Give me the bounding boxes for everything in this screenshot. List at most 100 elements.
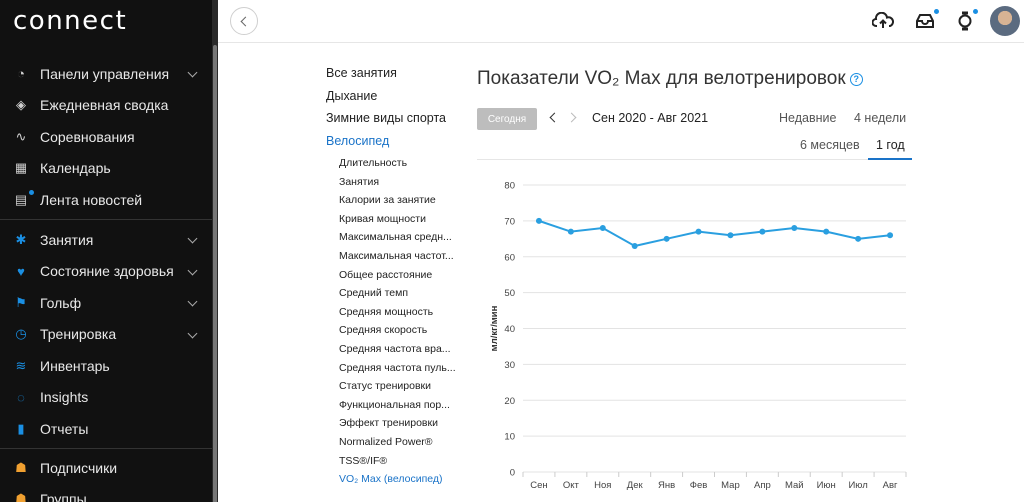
golf-icon: ⚑: [15, 294, 27, 310]
sidebar-item[interactable]: ☗ Подписчики: [0, 452, 212, 484]
sidebar-item[interactable]: ≋ Инвентарь: [0, 350, 212, 382]
sidebar-item[interactable]: ✱ Занятия: [0, 224, 212, 256]
subnav-category[interactable]: Дыхание: [326, 88, 378, 103]
subnav-subitem[interactable]: Занятия: [339, 175, 380, 188]
followers-icon: ☗: [15, 459, 27, 475]
y-tick-label: 80: [504, 181, 515, 192]
subnav-subitem[interactable]: Средняя частота вра...: [339, 342, 451, 355]
top-bar: [218, 0, 1024, 43]
sidebar-item-label: Гольф: [40, 294, 82, 311]
layers-icon: ◈: [16, 97, 26, 113]
help-icon[interactable]: ?: [849, 72, 863, 86]
subnav-subitem[interactable]: Общее расстояние: [339, 268, 433, 281]
x-tick-label: Янв: [658, 480, 675, 491]
data-point: [535, 217, 542, 224]
upload-cloud-icon[interactable]: [872, 10, 894, 32]
subnav-subitem[interactable]: Длительность: [339, 157, 408, 169]
prev-period-icon[interactable]: [549, 112, 560, 123]
sidebar-item-label: Соревнования: [40, 128, 135, 145]
subnav-subitem[interactable]: Максимальная частот...: [339, 249, 454, 262]
sidebar-item[interactable]: ⚑ Гольф: [0, 287, 212, 319]
subnav-subitem[interactable]: TSS®/IF®: [339, 454, 388, 467]
sidebar-item[interactable]: ☗ Группы: [0, 484, 212, 502]
x-tick-label: Май: [785, 480, 804, 491]
back-button[interactable]: [230, 7, 258, 35]
chevron-down-icon[interactable]: [187, 328, 198, 338]
sidebar-item[interactable]: ◷ Тренировка: [0, 319, 212, 351]
report-subnav: Все занятия Дыхание Зимние виды спорта Вело…: [326, 62, 466, 489]
period-4-weeks[interactable]: 4 недели: [854, 111, 907, 125]
sidebar-item-label: Панели управления: [40, 65, 170, 82]
x-tick-label: Мар: [721, 480, 740, 491]
x-tick-label: Дек: [627, 480, 644, 491]
sidebar-item[interactable]: ▦ Календарь: [0, 153, 212, 185]
sidebar-scrollbar-thumb[interactable]: [213, 45, 217, 502]
today-button[interactable]: Сегодня: [477, 108, 537, 130]
subnav-subitem[interactable]: Средняя скорость: [339, 324, 428, 337]
sidebar-item-label: Insights: [40, 389, 89, 406]
sidebar-item-label: Ежедневная сводка: [40, 97, 169, 114]
sidebar-item-label: Лента новостей: [40, 191, 143, 208]
y-axis-label: мл/кг/мин: [489, 305, 500, 351]
subnav-subitem[interactable]: Средняя мощность: [339, 305, 434, 318]
page-title-text: Показатели VO₂ Max для велотренировок: [477, 68, 846, 89]
dashboard-icon: ◔: [17, 66, 25, 82]
chevron-down-icon[interactable]: [187, 296, 198, 307]
watch-icon[interactable]: [954, 10, 976, 32]
newsfeed-notification-dot: [29, 190, 34, 195]
chevron-down-icon[interactable]: [187, 265, 198, 275]
sidebar-item[interactable]: ∿ Соревнования: [0, 121, 212, 153]
sidebar-item[interactable]: ◈ Ежедневная сводка: [0, 90, 212, 122]
sidebar-divider: [0, 219, 212, 220]
sidebar-divider: [0, 448, 212, 449]
calendar-icon: ▦: [14, 160, 28, 176]
subnav-subitem[interactable]: Функциональная пор...: [339, 398, 450, 411]
subnav-subitem[interactable]: Максимальная средн...: [339, 231, 452, 244]
x-tick-label: Ноя: [594, 480, 611, 491]
subnav-subitem[interactable]: Средняя частота пуль...: [339, 361, 456, 374]
vo2max-line-chart: 0 10 20 30 40 50 60 70 80 Сен Окт Ноя Дек Янв Фев Мар Ап…: [489, 181, 907, 491]
data-point: [727, 232, 734, 239]
user-avatar[interactable]: [990, 6, 1020, 36]
inbox-icon[interactable]: [914, 10, 936, 32]
y-tick-label: 0: [510, 468, 515, 479]
x-tick-label: Июл: [848, 480, 867, 491]
period-recent[interactable]: Недавние: [779, 111, 837, 125]
connect-logo[interactable]: connect: [13, 6, 128, 36]
data-point: [567, 228, 574, 235]
data-point: [855, 235, 862, 242]
subnav-subitem[interactable]: Эффект тренировки: [339, 417, 438, 430]
sidebar-item-label: Подписчики: [40, 459, 118, 476]
sidebar-item-label: Календарь: [40, 160, 111, 177]
shoe-icon: ≋: [15, 357, 27, 373]
sidebar-item[interactable]: ◔ Панели управления: [0, 58, 212, 90]
sidebar-item[interactable]: ▤ Лента новостей: [0, 184, 212, 216]
subnav-subitem[interactable]: Калории за занятие: [339, 194, 436, 207]
subnav-category[interactable]: Зимние виды спорта: [326, 111, 446, 125]
x-tick-label: Сен: [530, 480, 547, 491]
active-period-underline: [868, 158, 912, 160]
data-point: [791, 225, 798, 232]
sidebar-item[interactable]: ♥ Состояние здоровья: [0, 256, 212, 288]
subnav-category[interactable]: Все занятия: [326, 66, 397, 80]
sidebar-item[interactable]: ◌ Insights: [0, 382, 212, 414]
data-point: [599, 225, 606, 232]
x-tick-label: Апр: [754, 480, 771, 491]
period-1-year[interactable]: 1 год: [876, 138, 905, 152]
sidebar-item[interactable]: ▮ Отчеты: [0, 413, 212, 445]
period-6-months[interactable]: 6 месяцев: [800, 138, 860, 152]
subnav-subitem[interactable]: Кривая мощности: [339, 212, 426, 225]
next-period-icon[interactable]: [566, 112, 577, 123]
chevron-down-icon[interactable]: [187, 67, 198, 78]
watch-notification-dot: [973, 9, 978, 14]
subnav-subitem[interactable]: Normalized Power®: [339, 435, 433, 448]
subnav-subitem[interactable]: Средний темп: [339, 287, 409, 300]
subnav-subitem[interactable]: Статус тренировки: [339, 380, 431, 393]
stopwatch-icon: ◷: [15, 326, 27, 342]
subnav-category[interactable]: Велосипед: [326, 133, 390, 148]
subnav-subitem[interactable]: VO₂ Max (велосипед): [339, 473, 443, 486]
nav-group-social: ☗ Подписчики ☗ Группы: [0, 452, 212, 502]
y-tick-label: 50: [504, 288, 515, 299]
y-tick-label: 40: [504, 324, 515, 335]
chevron-down-icon[interactable]: [187, 233, 198, 244]
